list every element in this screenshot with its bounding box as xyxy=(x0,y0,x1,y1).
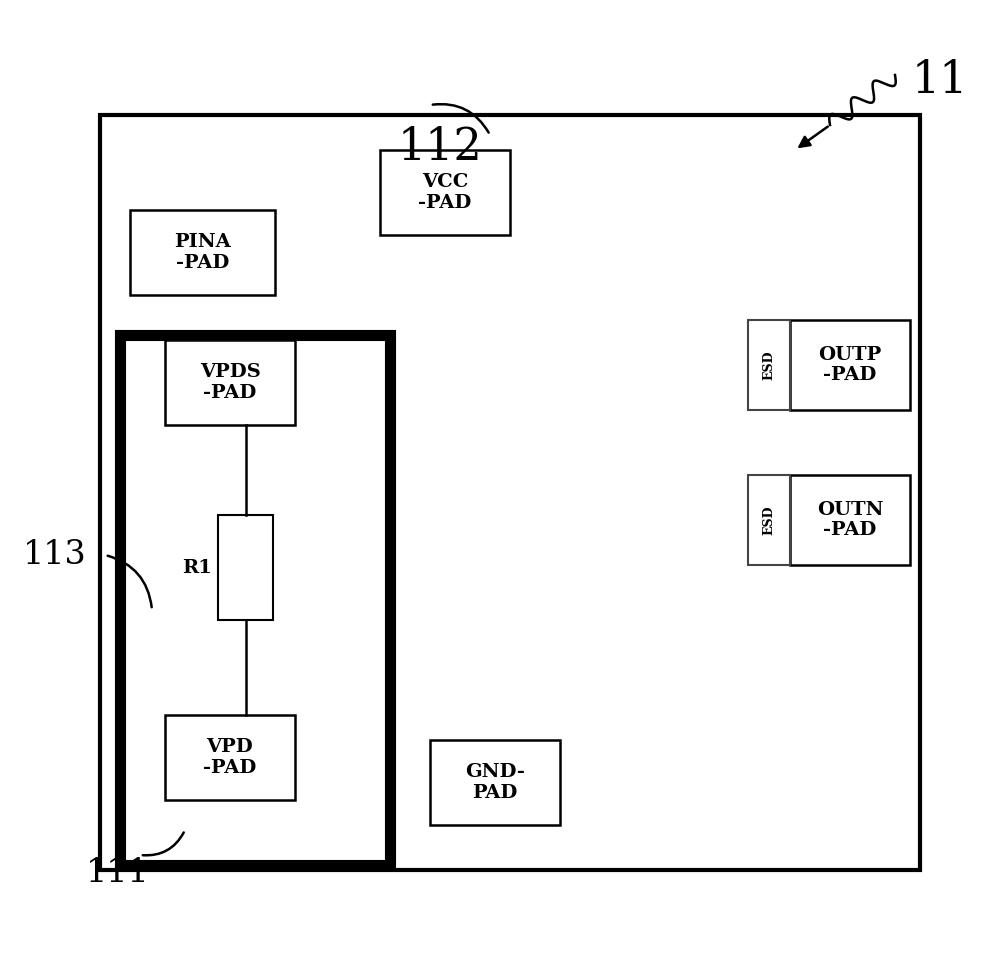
Text: R1: R1 xyxy=(182,559,212,577)
Text: OUTN
-PAD: OUTN -PAD xyxy=(817,500,883,540)
Text: VPDS
-PAD: VPDS -PAD xyxy=(200,363,260,402)
Bar xyxy=(120,335,390,865)
Bar xyxy=(380,150,510,235)
Text: 11: 11 xyxy=(912,58,968,101)
Bar xyxy=(430,740,560,825)
Text: ESD: ESD xyxy=(763,505,776,535)
Bar xyxy=(790,320,910,410)
Text: 112: 112 xyxy=(398,125,482,169)
Bar xyxy=(218,515,273,620)
Bar xyxy=(165,715,295,800)
Text: 111: 111 xyxy=(86,857,150,889)
Bar xyxy=(748,320,790,410)
Bar xyxy=(748,475,790,565)
Bar xyxy=(165,340,295,425)
Bar xyxy=(130,210,275,295)
Text: OUTP
-PAD: OUTP -PAD xyxy=(818,346,882,385)
Text: 113: 113 xyxy=(23,539,87,571)
Text: ESD: ESD xyxy=(763,350,776,380)
Bar xyxy=(100,115,920,870)
Text: GND-
PAD: GND- PAD xyxy=(465,763,525,802)
Bar xyxy=(790,475,910,565)
Text: PINA
-PAD: PINA -PAD xyxy=(174,233,231,272)
Text: VPD
-PAD: VPD -PAD xyxy=(203,738,257,777)
Text: VCC
-PAD: VCC -PAD xyxy=(418,173,472,212)
